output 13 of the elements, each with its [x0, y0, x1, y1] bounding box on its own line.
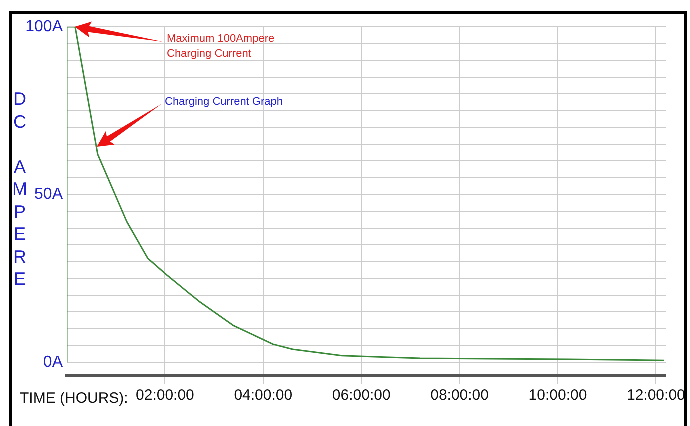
x-tick-label: 10:00:00 [528, 387, 588, 404]
x-tick-label: 02:00:00 [136, 387, 194, 404]
annotation: Charging Current Graph [165, 95, 284, 110]
x-axis-title: TIME (HOURS): [20, 390, 128, 407]
x-tick-label: 04:00:00 [234, 387, 293, 404]
y-tick-label: 100A [26, 18, 64, 36]
annotation: Maximum 100Ampere Charging Current [167, 32, 275, 62]
y-tick-label: 50A [34, 186, 64, 204]
x-tick-label: 06:00:00 [332, 387, 391, 404]
x-tick-label: 12:00:00 [626, 387, 686, 404]
x-tick-label: 08:00:00 [430, 387, 489, 404]
y-tick-label: 0A [43, 354, 64, 371]
text: DC AMPERE [12, 89, 28, 289]
